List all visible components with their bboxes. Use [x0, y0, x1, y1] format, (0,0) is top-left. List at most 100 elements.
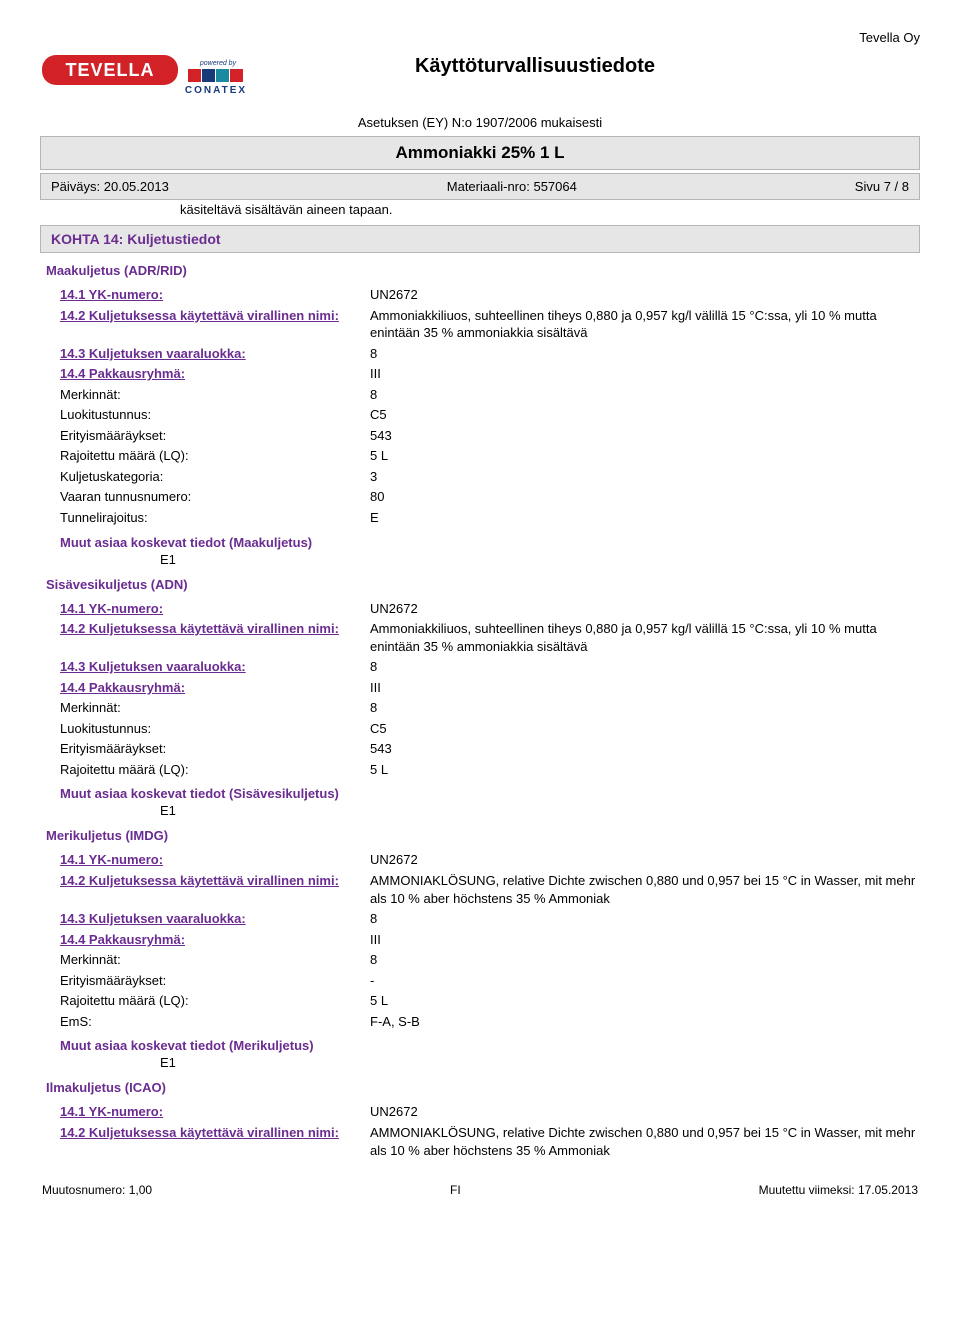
imdg-row: 14.4 Pakkausryhmä:III — [60, 931, 920, 949]
page-label: Sivu 7 / 8 — [855, 179, 909, 194]
adn-label: Erityismääräykset: — [60, 740, 370, 758]
logo-block: TEVELLA powered by CONATEX — [40, 49, 270, 101]
adn-value: 5 L — [370, 761, 920, 779]
adr-value: 3 — [370, 468, 920, 486]
imdg-row: Merkinnät:8 — [60, 951, 920, 969]
adn-value: 8 — [370, 699, 920, 717]
adn-label: 14.1 YK-numero: — [60, 600, 370, 618]
imdg-label: 14.1 YK-numero: — [60, 851, 370, 869]
adn-other-label: Muut asiaa koskevat tiedot (Sisävesikulj… — [60, 786, 920, 801]
imdg-label: Merkinnät: — [60, 951, 370, 969]
adn-row: 14.4 Pakkausryhmä:III — [60, 679, 920, 697]
adr-other-value: E1 — [160, 552, 920, 567]
icao-value: UN2672 — [370, 1103, 920, 1121]
adr-value: Ammoniakkiliuos, suhteellinen tiheys 0,8… — [370, 307, 920, 342]
adr-row: Merkinnät:8 — [60, 386, 920, 404]
adr-row: Kuljetuskategoria:3 — [60, 468, 920, 486]
section-14-heading: KOHTA 14: Kuljetustiedot — [40, 225, 920, 253]
adr-row: 14.3 Kuljetuksen vaaraluokka:8 — [60, 345, 920, 363]
adr-label: Merkinnät: — [60, 386, 370, 404]
icao-value: AMMONIAKLÖSUNG, relative Dichte zwischen… — [370, 1124, 920, 1159]
icao-row: 14.1 YK-numero:UN2672 — [60, 1103, 920, 1121]
imdg-heading: Merikuljetus (IMDG) — [46, 828, 920, 843]
icao-label: 14.1 YK-numero: — [60, 1103, 370, 1121]
adr-row: Tunnelirajoitus:E — [60, 509, 920, 527]
footer-left: Muutosnumero: 1,00 — [42, 1183, 152, 1197]
adn-other-value: E1 — [160, 803, 920, 818]
adn-row: Luokitustunnus:C5 — [60, 720, 920, 738]
footer-center: FI — [450, 1183, 461, 1197]
adn-row: Erityismääräykset:543 — [60, 740, 920, 758]
date-label: Päiväys: 20.05.2013 — [51, 179, 169, 194]
icao-heading: Ilmakuljetus (ICAO) — [46, 1080, 920, 1095]
adr-label: 14.3 Kuljetuksen vaaraluokka: — [60, 345, 370, 363]
continuation-text: käsiteltävä sisältävän aineen tapaan. — [180, 202, 920, 217]
conatex-icon — [188, 69, 243, 82]
product-name-bar: Ammoniakki 25% 1 L — [40, 136, 920, 170]
adn-label: Luokitustunnus: — [60, 720, 370, 738]
adr-value: 80 — [370, 488, 920, 506]
imdg-label: 14.2 Kuljetuksessa käytettävä virallinen… — [60, 872, 370, 907]
adn-value: III — [370, 679, 920, 697]
imdg-label: Rajoitettu määrä (LQ): — [60, 992, 370, 1010]
imdg-label: EmS: — [60, 1013, 370, 1031]
imdg-row: Erityismääräykset:- — [60, 972, 920, 990]
imdg-value: 8 — [370, 951, 920, 969]
imdg-value: 8 — [370, 910, 920, 928]
imdg-label: Erityismääräykset: — [60, 972, 370, 990]
adn-label: Rajoitettu määrä (LQ): — [60, 761, 370, 779]
adn-label: Merkinnät: — [60, 699, 370, 717]
document-title: Käyttöturvallisuustiedote — [270, 49, 800, 78]
imdg-row: 14.3 Kuljetuksen vaaraluokka:8 — [60, 910, 920, 928]
adr-label: Vaaran tunnusnumero: — [60, 488, 370, 506]
adr-value: III — [370, 365, 920, 383]
imdg-value: 5 L — [370, 992, 920, 1010]
adr-row: Erityismääräykset:543 — [60, 427, 920, 445]
adn-row: 14.2 Kuljetuksessa käytettävä virallinen… — [60, 620, 920, 655]
header-row: TEVELLA powered by CONATEX Käyttöturvall… — [40, 49, 920, 101]
adr-label: 14.1 YK-numero: — [60, 286, 370, 304]
imdg-row: 14.1 YK-numero:UN2672 — [60, 851, 920, 869]
adr-row: Luokitustunnus:C5 — [60, 406, 920, 424]
adr-label: Tunnelirajoitus: — [60, 509, 370, 527]
imdg-value: III — [370, 931, 920, 949]
page-footer: Muutosnumero: 1,00 FI Muutettu viimeksi:… — [40, 1183, 920, 1197]
adn-value: UN2672 — [370, 600, 920, 618]
imdg-label: 14.3 Kuljetuksen vaaraluokka: — [60, 910, 370, 928]
imdg-row: 14.2 Kuljetuksessa käytettävä virallinen… — [60, 872, 920, 907]
adr-value: C5 — [370, 406, 920, 424]
icao-label: 14.2 Kuljetuksessa käytettävä virallinen… — [60, 1124, 370, 1159]
imdg-row: Rajoitettu määrä (LQ):5 L — [60, 992, 920, 1010]
adr-label: 14.4 Pakkausryhmä: — [60, 365, 370, 383]
adr-value: 8 — [370, 386, 920, 404]
adn-row: Merkinnät:8 — [60, 699, 920, 717]
adn-value: 8 — [370, 658, 920, 676]
adn-value: Ammoniakkiliuos, suhteellinen tiheys 0,8… — [370, 620, 920, 655]
adr-row: Rajoitettu määrä (LQ):5 L — [60, 447, 920, 465]
imdg-value: - — [370, 972, 920, 990]
imdg-value: F-A, S-B — [370, 1013, 920, 1031]
logo-brand-text: TEVELLA — [65, 60, 154, 80]
adr-heading: Maakuljetus (ADR/RID) — [46, 263, 920, 278]
imdg-row: EmS:F-A, S-B — [60, 1013, 920, 1031]
adn-row: Rajoitettu määrä (LQ):5 L — [60, 761, 920, 779]
adr-value: 8 — [370, 345, 920, 363]
adr-row: Vaaran tunnusnumero:80 — [60, 488, 920, 506]
meta-bar: Päiväys: 20.05.2013 Materiaali-nro: 5570… — [40, 173, 920, 200]
regulation-line: Asetuksen (EY) N:o 1907/2006 mukaisesti — [40, 115, 920, 130]
imdg-value: UN2672 — [370, 851, 920, 869]
adr-label: Erityismääräykset: — [60, 427, 370, 445]
logo-sub-text: CONATEX — [185, 85, 247, 96]
tevella-logo-icon: TEVELLA powered by CONATEX — [40, 49, 260, 101]
icao-row: 14.2 Kuljetuksessa käytettävä virallinen… — [60, 1124, 920, 1159]
adr-value: 5 L — [370, 447, 920, 465]
logo-powered-text: powered by — [199, 60, 237, 67]
adr-label: Luokitustunnus: — [60, 406, 370, 424]
company-name: Tevella Oy — [40, 30, 920, 45]
adr-row: 14.2 Kuljetuksessa käytettävä virallinen… — [60, 307, 920, 342]
adn-row: 14.1 YK-numero:UN2672 — [60, 600, 920, 618]
adr-other-label: Muut asiaa koskevat tiedot (Maakuljetus) — [60, 535, 920, 550]
adr-value: 543 — [370, 427, 920, 445]
adr-label: Kuljetuskategoria: — [60, 468, 370, 486]
adr-label: 14.2 Kuljetuksessa käytettävä virallinen… — [60, 307, 370, 342]
